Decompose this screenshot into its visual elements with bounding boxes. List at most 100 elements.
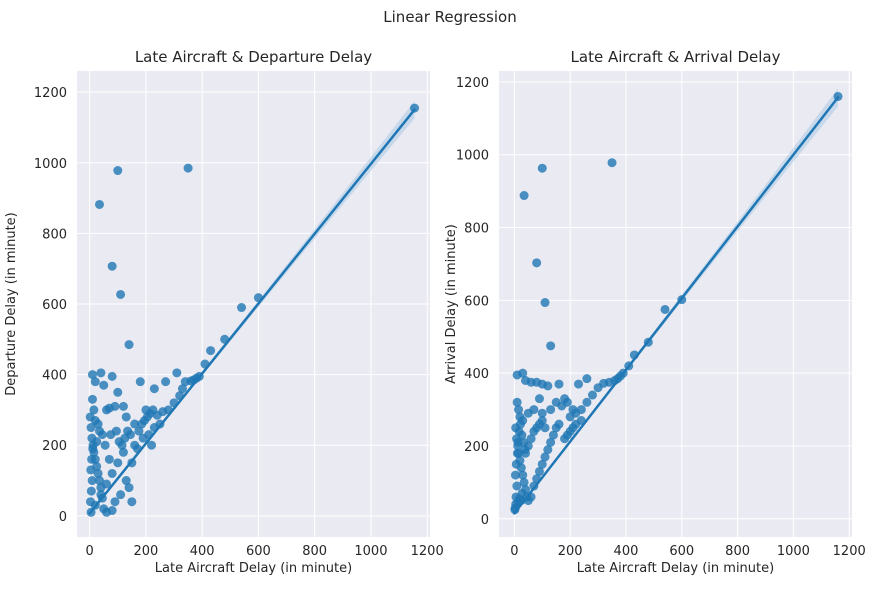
scatter-point	[510, 470, 520, 480]
scatter-point	[110, 497, 120, 507]
scatter-point	[520, 445, 530, 455]
scatter-point	[519, 191, 529, 201]
scatter-point	[537, 416, 547, 425]
scatter-point	[116, 289, 126, 299]
y-tick-label: 600	[42, 298, 67, 313]
scatter-point	[512, 397, 522, 407]
scatter-point	[113, 458, 123, 468]
scatter-point	[127, 497, 137, 507]
x-axis-label: Late Aircraft Delay (in minute)	[577, 561, 774, 576]
scatter-point	[87, 370, 97, 380]
scatter-point	[86, 497, 96, 507]
scatter-point	[582, 397, 592, 407]
x-axis-label: Late Aircraft Delay (in minute)	[155, 561, 352, 576]
scatter-point	[87, 476, 97, 486]
scatter-point	[148, 405, 158, 415]
scatter-point	[540, 423, 550, 433]
y-tick-label: 400	[42, 369, 67, 384]
scatter-point	[118, 401, 128, 411]
scatter-point	[582, 374, 592, 384]
scatter-point	[607, 158, 617, 168]
scatter-point	[593, 383, 603, 393]
x-tick-label: 1200	[411, 544, 444, 559]
y-tick-label: 1200	[456, 76, 489, 91]
scatter-point	[526, 434, 536, 444]
scatter-point	[121, 476, 131, 486]
scatter-point	[134, 426, 144, 436]
y-tick-label: 0	[59, 510, 67, 525]
scatter-point	[512, 481, 522, 491]
scatter-point	[515, 419, 525, 429]
x-tick-label: 400	[190, 544, 215, 559]
scatter-point	[124, 483, 134, 493]
scatter-point	[529, 405, 539, 415]
scatter-point	[90, 377, 100, 387]
x-tick-label: 1000	[777, 544, 810, 559]
scatter-point	[130, 440, 140, 450]
y-tick-labels: 0 200 400 600 800 1000 1200	[34, 86, 67, 525]
x-tick-label: 0	[510, 544, 518, 559]
scatter-point	[104, 454, 114, 464]
scatter-point	[96, 483, 106, 493]
y-axis-label: Departure Delay (in minute)	[4, 212, 19, 396]
scatter-point	[511, 459, 521, 469]
scatter-point	[517, 430, 527, 440]
scatter-point	[107, 371, 117, 381]
scatter-point	[587, 390, 597, 400]
scatter-point	[86, 423, 96, 433]
scatter-point	[95, 199, 105, 209]
scatter-point	[116, 490, 126, 500]
scatter-point	[183, 163, 193, 173]
x-tick-label: 600	[669, 544, 694, 559]
scatter-point	[548, 430, 558, 440]
x-tick-labels: 0 200 400 600 800 1000 1200	[86, 544, 444, 559]
scatter-point	[125, 430, 135, 440]
scatter-point	[118, 447, 128, 457]
scatter-point	[85, 412, 95, 422]
scatter-point	[117, 440, 127, 450]
scatter-point	[537, 408, 547, 418]
scatter-point	[537, 163, 547, 173]
scatter-point	[532, 258, 542, 268]
scatter-point	[107, 506, 117, 516]
scatter-point	[87, 454, 97, 464]
regression-line-path	[513, 96, 840, 515]
scatter-point	[180, 377, 190, 387]
y-tick-label: 200	[42, 439, 67, 454]
scatter-point	[110, 401, 120, 411]
scatter-point	[543, 445, 553, 455]
x-tick-label: 1200	[833, 544, 866, 559]
departure-delay-chart: 0 200 400 600 800 1000 1200 0 200 400 600 800 1000 1…	[4, 48, 444, 576]
scatter-point	[107, 468, 117, 478]
scatter-point	[172, 368, 182, 378]
y-tick-label: 1000	[34, 157, 67, 172]
scatter-points	[85, 103, 420, 517]
y-tick-labels: 0 200 400 600 800 1000 1200	[456, 76, 489, 528]
regression-line-path	[88, 108, 416, 515]
scatter-point	[135, 377, 145, 387]
x-tick-label: 200	[133, 544, 158, 559]
scatter-point	[111, 426, 121, 436]
regression-line	[513, 96, 840, 515]
y-tick-label: 400	[464, 367, 489, 382]
scatter-point	[124, 340, 134, 350]
scatter-point	[113, 166, 123, 176]
chart-title: Late Aircraft & Arrival Delay	[571, 48, 781, 66]
scatter-point	[574, 379, 584, 389]
scatter-point	[93, 468, 103, 478]
scatter-point	[534, 394, 544, 404]
scatter-point	[568, 405, 578, 415]
scatter-point	[113, 387, 123, 397]
x-tick-label: 800	[725, 544, 750, 559]
scatter-point	[546, 437, 556, 447]
scatter-point	[149, 384, 159, 394]
figure-suptitle: Linear Regression	[383, 8, 516, 26]
scatter-point	[86, 486, 96, 496]
scatter-point	[562, 397, 572, 407]
scatter-point	[100, 440, 110, 450]
scatter-point	[512, 448, 522, 458]
scatter-point	[543, 381, 553, 391]
y-tick-label: 1200	[34, 86, 67, 101]
